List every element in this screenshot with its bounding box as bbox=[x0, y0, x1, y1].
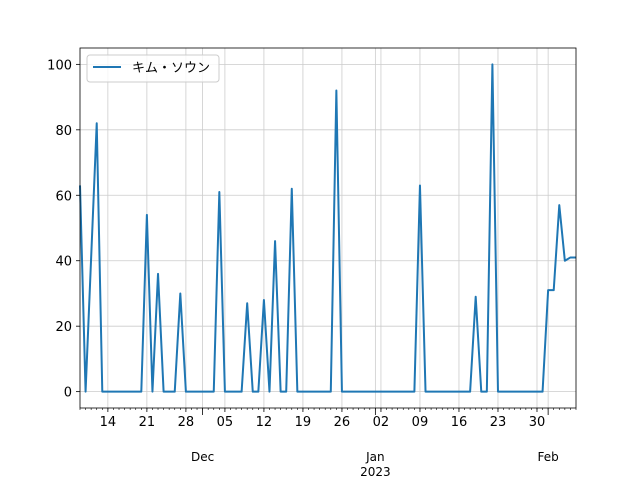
x-tick-label: 14 bbox=[100, 415, 117, 430]
x-tick-label: 30 bbox=[529, 415, 546, 430]
series-line bbox=[79, 63, 576, 393]
x-tick-label: 23 bbox=[490, 415, 507, 430]
x-tick-label: 02 bbox=[373, 415, 390, 430]
legend: キム・ソウン bbox=[86, 54, 220, 83]
y-tick-label: 100 bbox=[47, 58, 72, 73]
y-axis-ticks: 0 20 40 60 80 100 bbox=[47, 58, 80, 401]
x-major-tick-label: Dec bbox=[191, 450, 214, 464]
x-tick-label: 16 bbox=[451, 415, 468, 430]
legend-box bbox=[86, 54, 220, 83]
series-layer bbox=[79, 63, 576, 393]
x-tick-label: 05 bbox=[217, 415, 234, 430]
x-major-tick-label: Jan bbox=[365, 450, 385, 464]
x-tick-label: 21 bbox=[139, 415, 156, 430]
plot-frame bbox=[79, 47, 577, 409]
y-tick-label: 80 bbox=[55, 124, 72, 139]
x-tick-label: 12 bbox=[256, 415, 273, 430]
y-tick-label: 0 bbox=[64, 386, 72, 401]
x-major-tick-label: Feb bbox=[538, 450, 559, 464]
x-tick-label: 19 bbox=[295, 415, 312, 430]
x-tick-label: 09 bbox=[412, 415, 429, 430]
y-tick-label: 20 bbox=[55, 320, 72, 335]
legend-label: キム・ソウン bbox=[132, 61, 210, 76]
y-tick-label: 60 bbox=[55, 189, 72, 204]
x-major-tick-label: 2023 bbox=[360, 465, 391, 479]
x-tick-label: 28 bbox=[178, 415, 195, 430]
y-tick-label: 40 bbox=[55, 255, 72, 270]
x-tick-label: 26 bbox=[334, 415, 351, 430]
